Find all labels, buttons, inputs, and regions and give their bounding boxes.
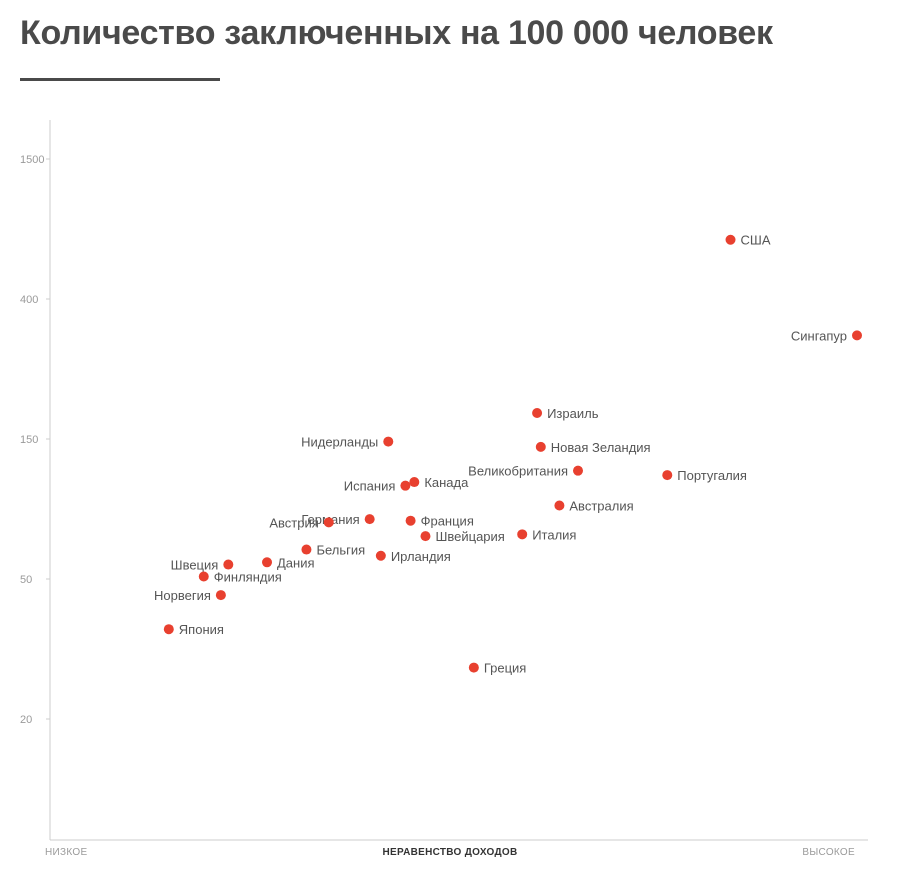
data-point: Франция — [405, 514, 474, 529]
data-point: Австралия — [554, 499, 634, 514]
data-point-label: Нидерланды — [301, 435, 378, 450]
data-point-marker — [383, 436, 394, 447]
data-point-marker — [198, 571, 209, 582]
data-point-label: Ирландия — [391, 549, 451, 564]
data-point-marker — [262, 557, 273, 568]
data-point-label: Франция — [421, 514, 474, 529]
data-point-marker — [364, 514, 375, 525]
data-point-marker — [725, 234, 736, 245]
x-axis-title: НЕРАВЕНСТВО ДОХОДОВ — [382, 847, 517, 858]
data-point-marker — [517, 529, 528, 540]
data-point: Япония — [163, 622, 224, 637]
data-point-label: Япония — [179, 622, 224, 637]
data-point-marker — [301, 544, 312, 555]
y-tick-label: 50 — [20, 574, 32, 586]
data-point: Греция — [468, 661, 527, 676]
data-point-label: Австралия — [569, 499, 633, 514]
data-point-marker — [323, 517, 334, 528]
data-point: Испания — [344, 479, 411, 494]
data-point-marker — [405, 515, 416, 526]
data-point-label: Греция — [484, 661, 527, 676]
data-point: Нидерланды — [301, 435, 394, 450]
data-point-marker — [532, 407, 543, 418]
y-tick-label: 400 — [20, 294, 38, 306]
data-point-label: Испания — [344, 479, 396, 494]
data-point: Швеция — [171, 558, 234, 573]
data-point-label: Португалия — [677, 468, 747, 483]
data-point-marker — [554, 500, 565, 511]
data-point: Сингапур — [791, 328, 862, 343]
data-point-marker — [662, 470, 673, 481]
data-point: Финляндия — [198, 569, 282, 584]
data-point-marker — [375, 550, 386, 561]
data-point: Великобритания — [468, 464, 583, 479]
data-point: США — [725, 233, 771, 248]
data-point-label: Норвегия — [154, 588, 211, 603]
data-point: Швейцария — [420, 529, 505, 544]
data-point-label: Италия — [532, 527, 576, 542]
data-point-label: Сингапур — [791, 328, 847, 343]
data-point-label: Бельгия — [316, 543, 365, 558]
data-point-marker — [223, 559, 234, 570]
data-point-marker — [468, 662, 479, 673]
data-point-marker — [852, 330, 862, 341]
data-point: Италия — [517, 527, 576, 542]
data-point: Канада — [409, 475, 469, 490]
data-point-marker — [215, 590, 226, 601]
data-point-label: Швеция — [171, 558, 219, 573]
y-tick-label: 1500 — [20, 154, 44, 166]
data-point-label: Финляндия — [214, 569, 282, 584]
chart-title: Количество заключенных на 100 000 челове… — [20, 14, 773, 52]
y-tick-label: 150 — [20, 434, 38, 446]
data-point-marker — [400, 480, 411, 491]
data-point: Ирландия — [375, 549, 451, 564]
data-point-marker — [409, 477, 420, 488]
data-point-label: Дания — [277, 555, 315, 570]
data-point-label: Израиль — [547, 406, 599, 421]
data-point: Дания — [262, 555, 315, 570]
data-point-label: Новая Зеландия — [551, 440, 651, 455]
data-point-marker — [535, 441, 546, 452]
data-point-marker — [420, 531, 431, 542]
data-point: Норвегия — [154, 588, 226, 603]
data-point: Бельгия — [301, 543, 365, 558]
title-underline — [20, 78, 220, 81]
data-point-marker — [573, 465, 583, 476]
data-point-label: Великобритания — [468, 464, 568, 479]
data-point: Португалия — [662, 468, 747, 483]
y-tick-label: 20 — [20, 714, 32, 726]
data-point-label: США — [741, 233, 771, 248]
data-point: Новая Зеландия — [535, 440, 651, 455]
data-point-label: Швейцария — [435, 529, 504, 544]
data-points: США Сингапур Израиль Нидерланды Новая Зеланд… — [154, 233, 862, 676]
x-axis-high-label: ВЫСОКОЕ — [802, 847, 855, 858]
data-point-marker — [163, 624, 174, 635]
data-point-label: Австрия — [269, 515, 318, 530]
data-point: Израиль — [532, 406, 599, 421]
data-point: Австрия — [269, 515, 334, 530]
y-tick-labels: 1500 400 150 50 20 — [20, 154, 50, 726]
data-point-label: Канада — [424, 475, 469, 490]
x-axis-low-label: НИЗКОЕ — [45, 847, 87, 858]
